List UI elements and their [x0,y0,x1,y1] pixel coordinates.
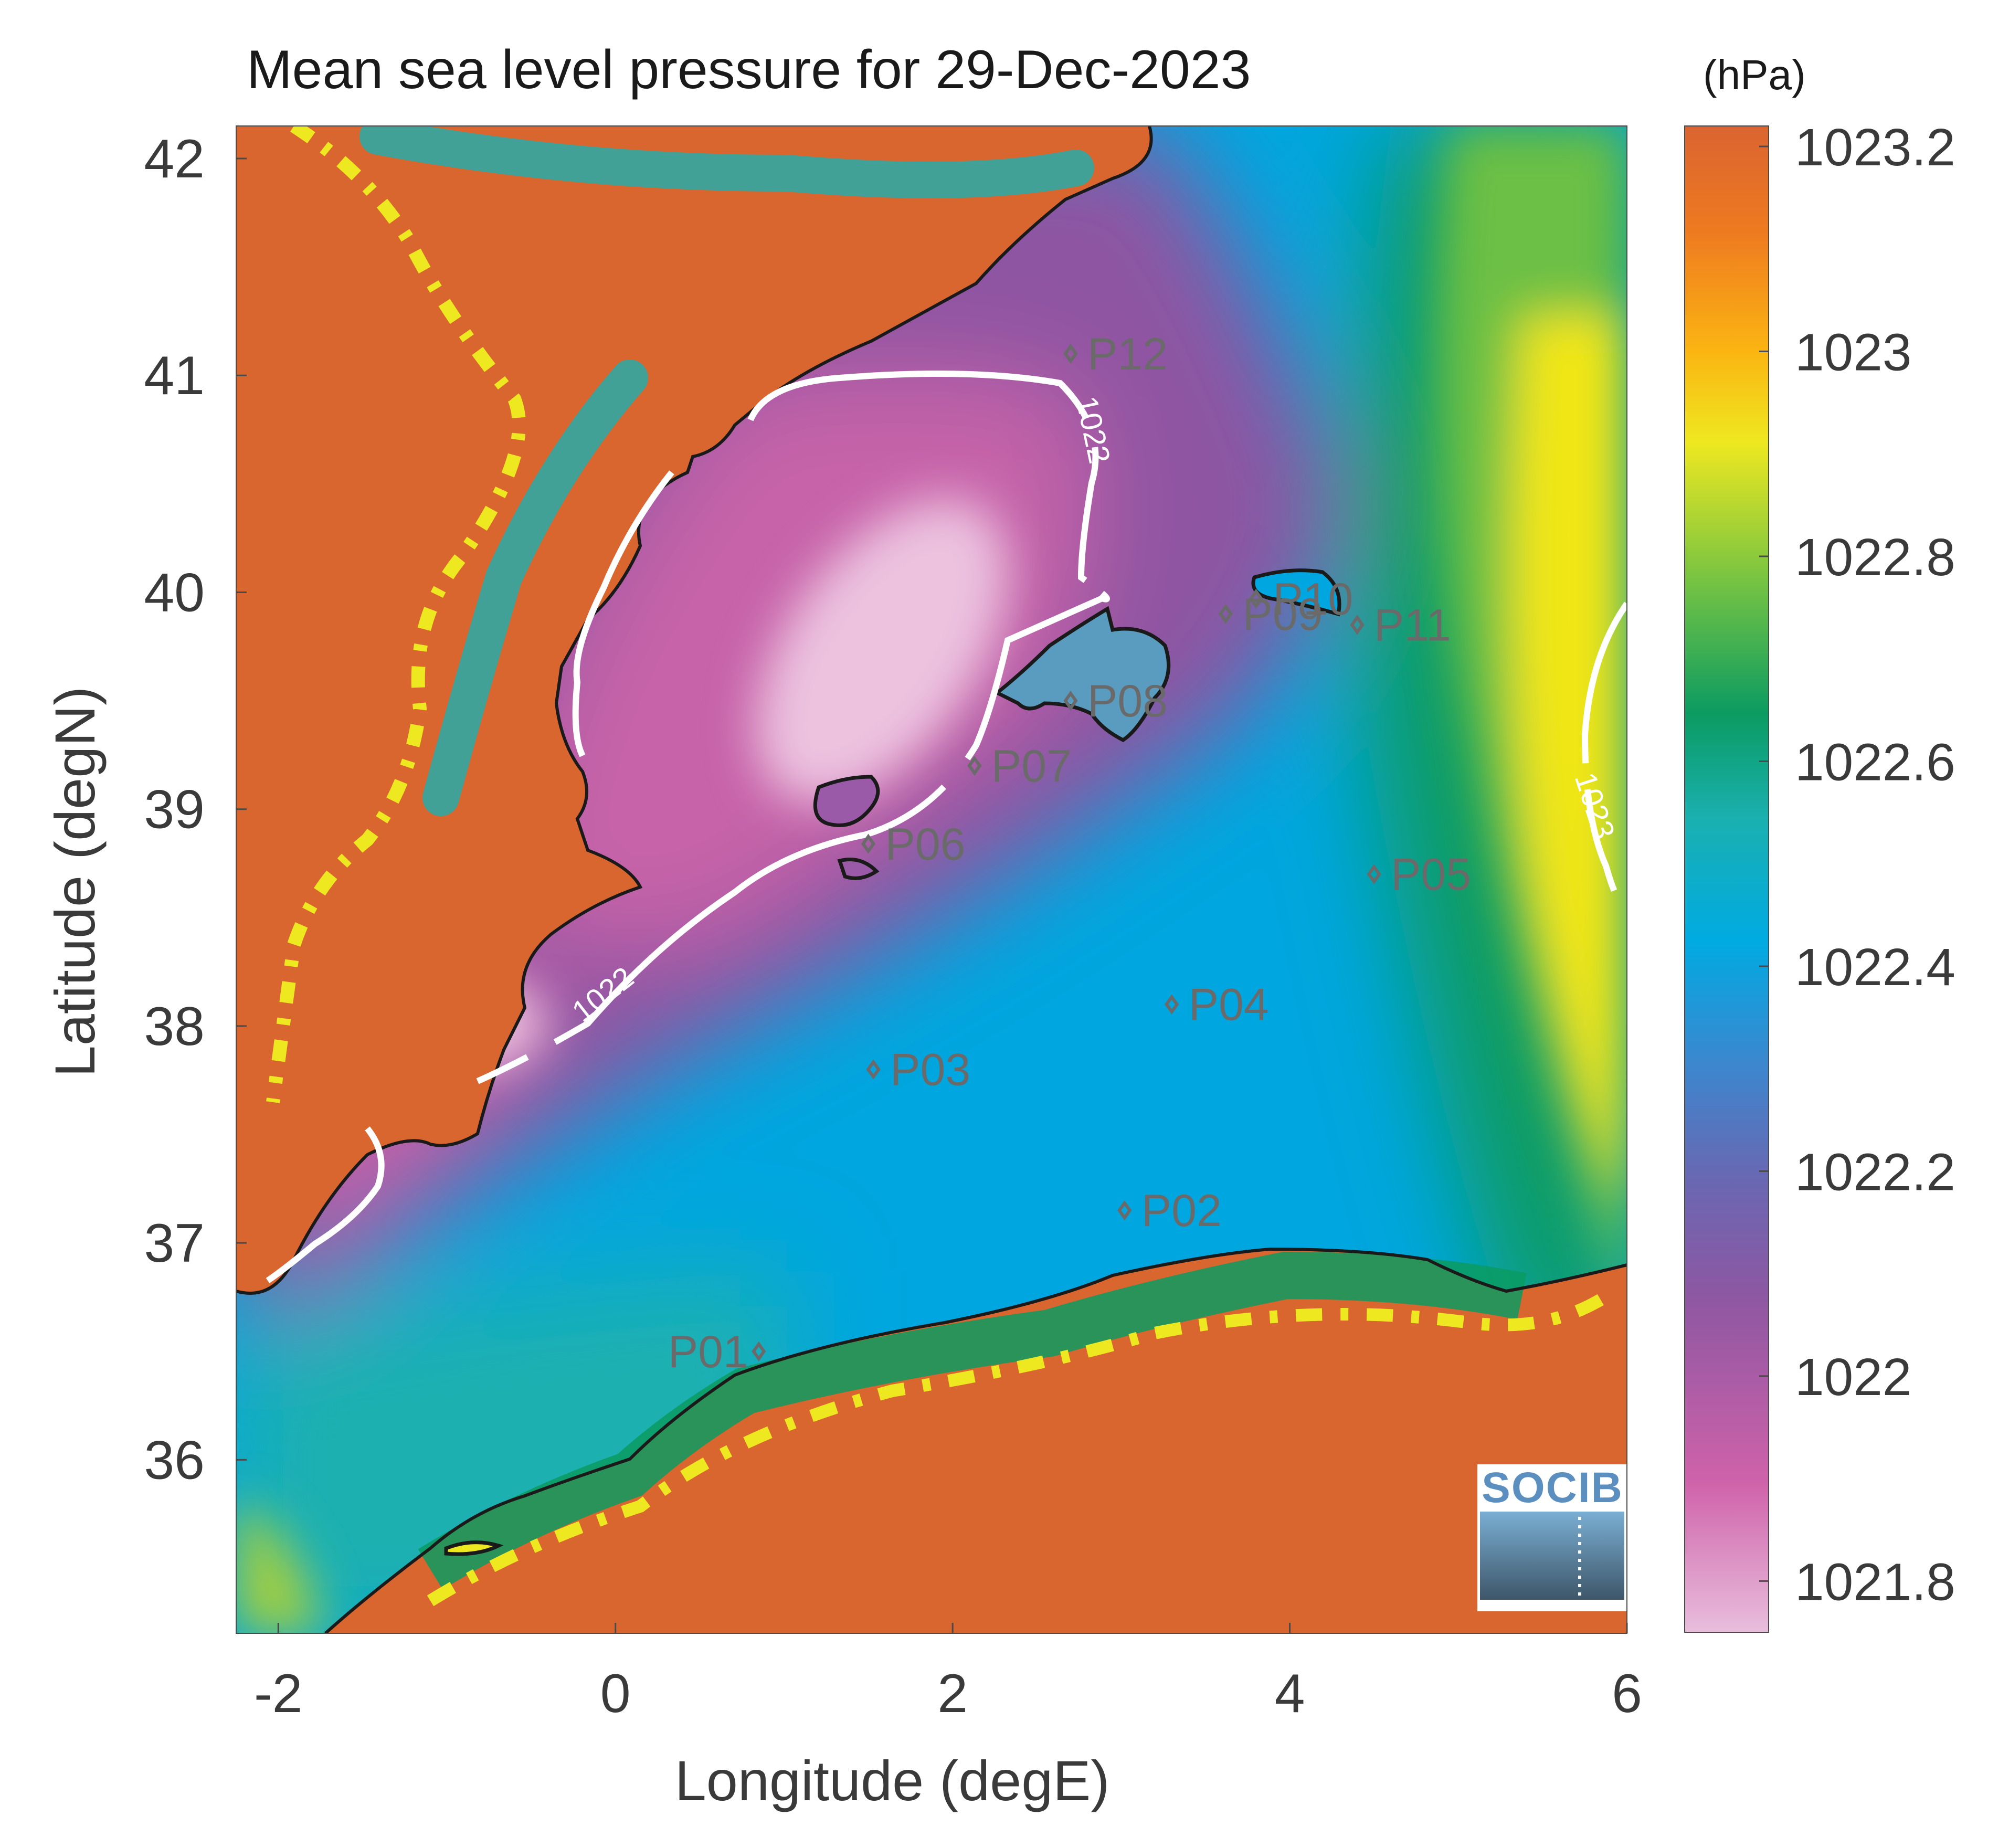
map-frame [236,125,1627,1634]
africa-land [325,1249,1627,1633]
station-label-p02: P02 [1141,1186,1222,1236]
x-axis-label: Longitude (degE) [675,1749,1110,1812]
station-marker-p10 [1249,588,1264,609]
station-marker-p08 [1063,690,1078,711]
ibiza-island [813,775,880,827]
station-marker-p07 [967,755,982,776]
colorbar-tick-label: 1022.6 [1795,733,1955,791]
africa-coastal-fringe-2 [427,1291,1610,1607]
station-marker-p05 [1367,864,1381,884]
station-marker-p09 [1218,604,1233,624]
colorbar-tick-label: 1022.8 [1795,528,1955,587]
colorbar-tick-label: 1023.2 [1795,118,1955,177]
station-label-p06: P06 [885,819,966,870]
station-marker-p01 [752,1341,766,1361]
iberia-land [236,126,1151,1293]
y-tick-label: 36 [144,1430,205,1491]
station-label-p03: P03 [890,1045,970,1095]
y-tick-label: 38 [144,996,205,1057]
station-marker-p06 [861,833,876,854]
station-label-p04: P04 [1189,980,1269,1030]
menorca-island [1251,568,1341,617]
y-tick-label: 37 [144,1213,205,1274]
y-tick-label: 42 [144,129,205,189]
station-label-p12: P12 [1087,329,1168,379]
y-tick-label: 39 [144,779,205,840]
colorbar-tick-label: 1022.4 [1795,938,1955,997]
contour-1023-east [1581,601,1627,916]
station-label-p11: P11 [1374,600,1451,650]
station-marker-p11 [1350,615,1365,635]
y-axis-label: Latitude (degN) [43,687,107,1077]
x-tick-label: -2 [254,1663,302,1724]
station-label-p10: P10 [1273,574,1353,625]
colorbar-unit: (hPa) [1703,51,1806,98]
contour-1022-south [266,1126,385,1283]
colorbar-ticks: 1023.2 1023 1022.8 1022.6 1022.4 1022.2 1022 10… [1759,118,1955,1611]
x-axis-ticks: -2 0 2 4 6 [254,1623,1642,1724]
iberia-coastal-fringe-2 [359,126,1094,816]
y-axis-ticks: 36 37 38 39 40 41 42 [144,129,247,1491]
map-title: Mean sea level pressure for 29-Dec-2023 [247,39,1251,100]
station-label-p09: P09 [1243,589,1323,640]
contour-1022-balearic [476,371,1110,1084]
station-marker-p04 [1165,994,1179,1015]
station-label-p08: P08 [1087,676,1168,726]
socib-logo: SOCIB [1477,1464,1627,1611]
colorbar: 1023.2 1023 1022.8 1022.6 1022.4 1022.2 1022 10… [1684,51,1955,1633]
x-tick-label: 4 [1275,1663,1305,1724]
colorbar-tick-label: 1022 [1795,1348,1911,1407]
alboran-island [444,1540,504,1556]
colorbar-tick-label: 1022.2 [1795,1143,1955,1201]
x-tick-label: 2 [937,1663,968,1724]
coastline-africa [324,1247,1627,1633]
station-marker-p02 [1117,1200,1132,1221]
station-label-p07: P07 [991,741,1072,791]
colorbar-tick-label: 1023 [1795,323,1911,382]
station-label-p01: P01 [668,1327,748,1377]
station-marker-p03 [866,1059,881,1080]
station-marker-p12 [1063,343,1078,364]
logo-text: SOCIB [1482,1464,1623,1512]
y-tick-label: 41 [144,345,205,406]
y-tick-label: 40 [144,562,205,623]
x-tick-label: 0 [600,1663,631,1724]
coastline-iberia [236,126,1153,1295]
station-label-p05: P05 [1391,850,1471,900]
colorbar-ramp [1684,125,1769,1633]
africa-coastal-fringe [418,1251,1527,1590]
pressure-field: 1022 1022 1023 P01P02P03P04P05P06P07P08P… [236,126,1627,1633]
colorbar-tick-label: 1021.8 [1795,1553,1955,1611]
x-tick-label: 6 [1612,1663,1642,1724]
iberia-coastal-fringe [266,126,526,1103]
formentera-island [837,858,880,880]
